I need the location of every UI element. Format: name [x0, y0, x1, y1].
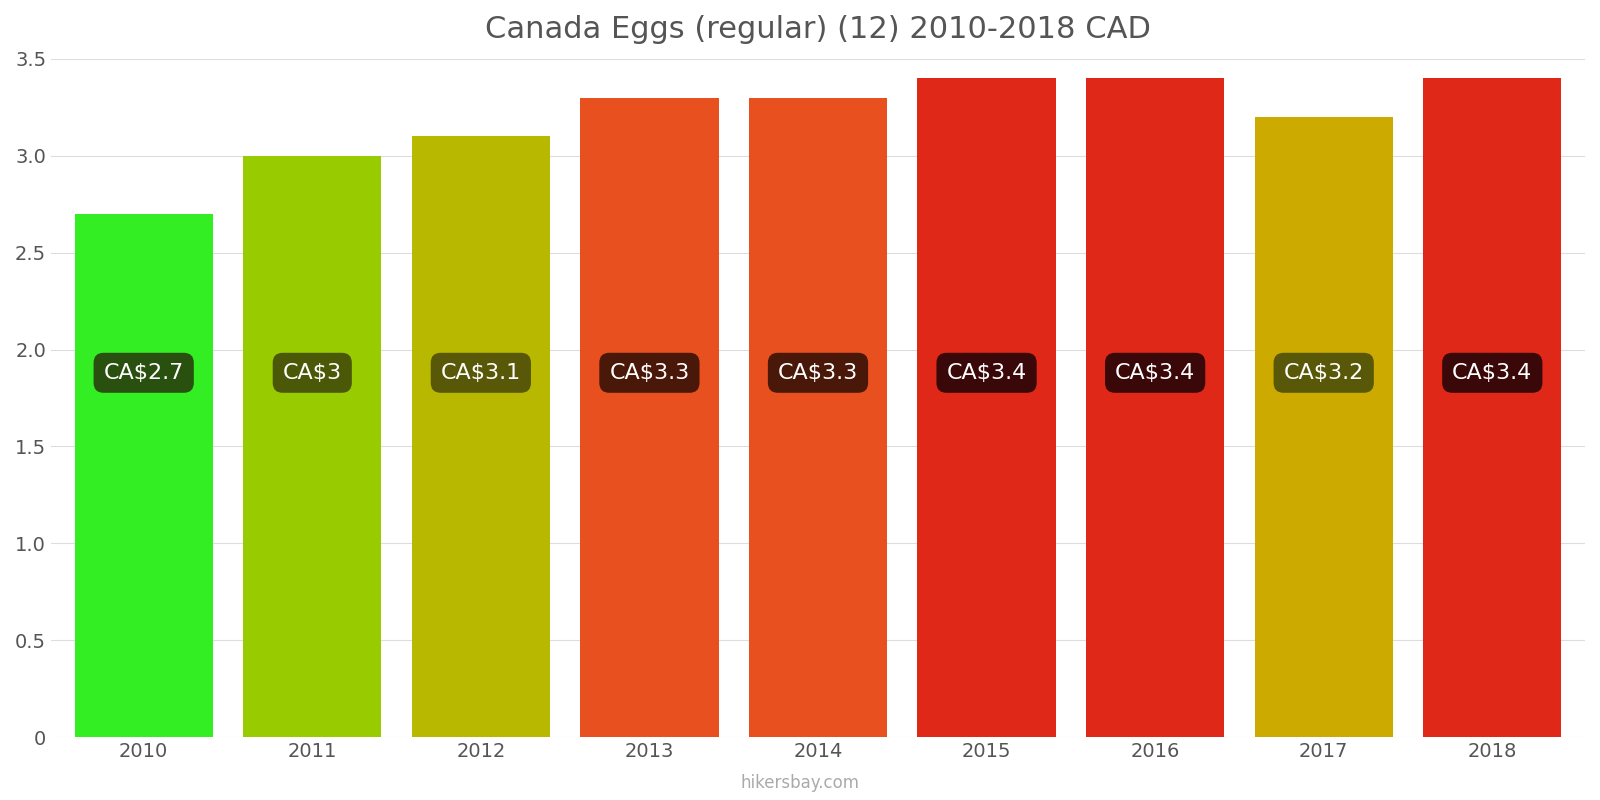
- Text: CA$3: CA$3: [283, 362, 342, 382]
- Text: CA$3.2: CA$3.2: [1283, 362, 1363, 382]
- Text: CA$3.1: CA$3.1: [440, 362, 522, 382]
- Text: CA$3.4: CA$3.4: [1115, 362, 1195, 382]
- Bar: [411, 136, 550, 737]
- Text: CA$3.4: CA$3.4: [947, 362, 1027, 382]
- Text: hikersbay.com: hikersbay.com: [741, 774, 859, 792]
- Title: Canada Eggs (regular) (12) 2010-2018 CAD: Canada Eggs (regular) (12) 2010-2018 CAD: [485, 15, 1150, 44]
- Bar: [581, 98, 718, 737]
- Bar: [1254, 117, 1394, 737]
- Bar: [917, 78, 1056, 737]
- Bar: [749, 98, 886, 737]
- Bar: [1422, 78, 1562, 737]
- Text: CA$3.4: CA$3.4: [1453, 362, 1533, 382]
- Text: CA$3.3: CA$3.3: [778, 362, 858, 382]
- Bar: [243, 156, 381, 737]
- Bar: [75, 214, 213, 737]
- Text: CA$2.7: CA$2.7: [104, 362, 184, 382]
- Text: CA$3.3: CA$3.3: [610, 362, 690, 382]
- Bar: [1086, 78, 1224, 737]
